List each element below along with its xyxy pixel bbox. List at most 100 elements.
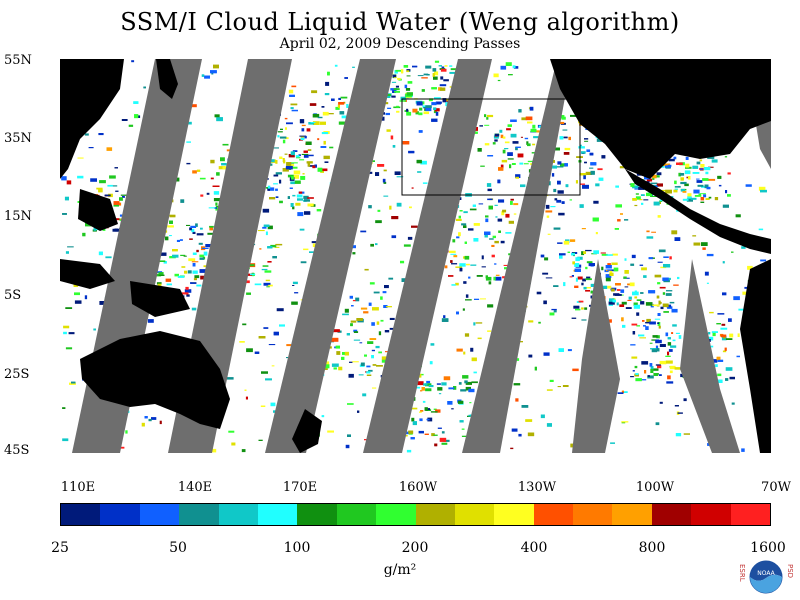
cloud-water-pixel [699,159,703,162]
cloud-water-pixel [301,124,306,127]
cloud-water-pixel [201,74,205,77]
cloud-water-pixel [290,203,294,207]
cloud-water-pixel [106,147,113,151]
cloud-water-pixel [288,154,295,158]
cloud-water-pixel [302,173,305,175]
cloud-water-pixel [370,243,374,247]
cloud-water-pixel [590,170,595,175]
cloud-water-pixel [649,342,653,344]
cloud-water-pixel [532,124,536,129]
cloud-water-pixel [395,69,402,72]
cloud-water-pixel [705,171,709,175]
cloud-water-pixel [440,68,447,72]
cloud-water-pixel [550,206,556,208]
cloud-water-pixel [656,172,662,176]
cloud-water-pixel [199,177,206,180]
cloud-water-pixel [504,141,510,144]
cloud-water-pixel [647,375,650,377]
cloud-water-pixel [109,175,116,179]
cloud-water-pixel [128,124,134,127]
cloud-water-pixel [391,95,396,98]
cloud-water-pixel [657,215,661,218]
cloud-water-pixel [684,170,691,175]
cloud-water-pixel [687,196,692,199]
lat-label-45s: 45S [4,443,30,458]
cloud-water-pixel [340,96,348,99]
cloud-water-pixel [605,265,612,269]
cloud-water-pixel [484,124,490,126]
cloud-water-pixel [557,161,562,165]
cloud-water-pixel [98,251,103,256]
cloud-water-pixel [579,204,584,208]
cloud-water-pixel [652,368,659,371]
cloud-water-pixel [341,356,345,360]
cloud-water-pixel [558,121,565,124]
cloud-water-pixel [657,322,660,324]
cloud-water-pixel [584,138,589,140]
cloud-water-pixel [121,119,128,121]
cloud-water-pixel [393,76,397,78]
cloud-water-pixel [119,202,122,206]
cloud-water-pixel [273,174,279,177]
cloud-water-pixel [666,360,673,364]
cloud-water-pixel [665,355,671,357]
cloud-water-pixel [630,183,635,187]
cloud-water-pixel [323,155,330,160]
cloud-water-pixel [655,422,660,426]
cloud-water-pixel [270,244,277,248]
cloud-water-pixel [372,387,377,389]
cloud-water-pixel [258,230,265,232]
cloud-water-pixel [674,237,681,241]
cloud-water-pixel [464,255,470,260]
cloud-water-pixel [447,401,453,405]
cloud-water-pixel [190,104,197,108]
cloud-water-pixel [67,246,74,248]
cloud-water-pixel [199,254,205,258]
cloud-water-pixel [292,206,295,210]
cloud-water-pixel [588,263,595,267]
cloud-water-pixel [635,196,641,200]
cloud-water-pixel [485,218,489,223]
cloud-water-pixel [673,284,679,286]
lon-label-70w: 70W [761,480,791,495]
cloud-water-pixel [585,266,588,270]
cloud-water-pixel [630,263,635,266]
cloud-water-pixel [431,118,438,122]
cloud-water-pixel [337,104,340,108]
land-north-america [550,59,771,179]
cloud-water-pixel [364,354,367,357]
cloud-water-pixel [673,189,678,193]
cloud-water-pixel [406,449,412,453]
cloud-water-pixel [347,403,354,405]
cloud-water-pixel [468,228,474,231]
cloud-water-pixel [666,304,672,308]
cloud-water-pixel [558,212,565,216]
cloud-water-pixel [655,364,661,366]
lon-label-100w: 100W [635,480,675,495]
cloud-water-pixel [316,209,322,212]
cloud-water-pixel [430,343,435,346]
cloud-water-pixel [675,433,682,437]
cloud-water-pixel [686,176,690,179]
cloud-water-pixel [375,220,382,224]
cloud-water-pixel [582,278,586,282]
cloud-water-pixel [634,290,637,294]
cloud-water-pixel [216,172,220,176]
cloud-water-pixel [595,232,598,235]
cloud-water-pixel [463,281,467,284]
cloud-water-pixel [269,197,276,200]
cloud-water-pixel [579,173,587,176]
cloud-water-pixel [492,235,496,239]
cloud-water-pixel [357,410,360,413]
cloud-water-pixel [505,232,512,234]
cloud-water-pixel [66,180,72,185]
cloud-water-pixel [564,147,571,151]
cloud-water-pixel [615,185,619,188]
cloud-water-pixel [277,131,283,133]
cloud-water-pixel [696,180,703,183]
cloud-water-pixel [383,181,387,184]
cloud-water-pixel [82,232,86,237]
cloud-water-pixel [291,162,298,164]
cloud-water-pixel [635,378,642,382]
cloud-water-pixel [277,135,280,138]
